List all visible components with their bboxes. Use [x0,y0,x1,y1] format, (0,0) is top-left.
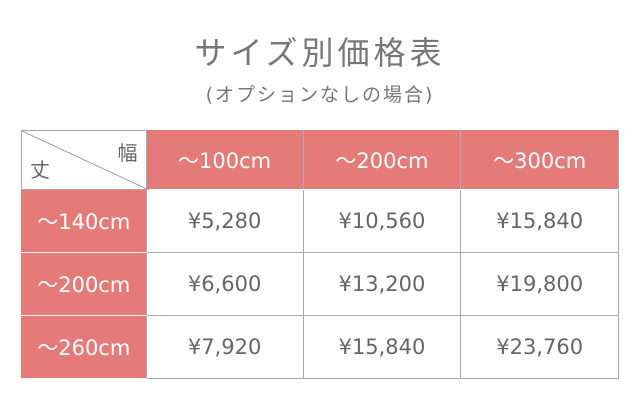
page-title: サイズ別価格表 [194,34,446,72]
price-cell: ¥23,760 [460,315,619,379]
table-row: ～260cm ¥7,920 ¥15,840 ¥23,760 [21,315,619,379]
subtitle: (オプションなしの場合) [205,84,435,106]
height-label: 丈 [30,158,50,182]
price-cell: ¥10,560 [302,189,462,253]
column-header: ～300cm [460,130,619,190]
width-label: 幅 [117,141,138,165]
price-cell: ¥19,800 [460,252,619,316]
corner-cell: 幅 丈 [21,130,149,190]
column-header: ～200cm [302,130,462,190]
price-cell: ¥15,840 [460,189,619,253]
price-cell: ¥6,600 [145,252,304,316]
price-cell: ¥5,280 [145,189,304,253]
row-header: ～140cm [21,189,147,253]
table-row: ～140cm ¥5,280 ¥10,560 ¥15,840 [21,189,619,253]
column-header: ～100cm [145,130,304,190]
table-row: ～200cm ¥6,600 ¥13,200 ¥19,800 [21,252,619,316]
row-header: ～200cm [21,252,147,316]
price-cell: ¥13,200 [302,252,462,316]
price-cell: ¥7,920 [145,315,304,379]
price-cell: ¥15,840 [302,315,462,379]
diagonal-line [22,131,149,190]
row-header: ～260cm [21,315,147,379]
price-table: 幅 丈 ～100cm ～200cm ～300cm ～140cm ¥5,280 ¥… [21,130,619,379]
header-row: 幅 丈 ～100cm ～200cm ～300cm [21,130,619,190]
